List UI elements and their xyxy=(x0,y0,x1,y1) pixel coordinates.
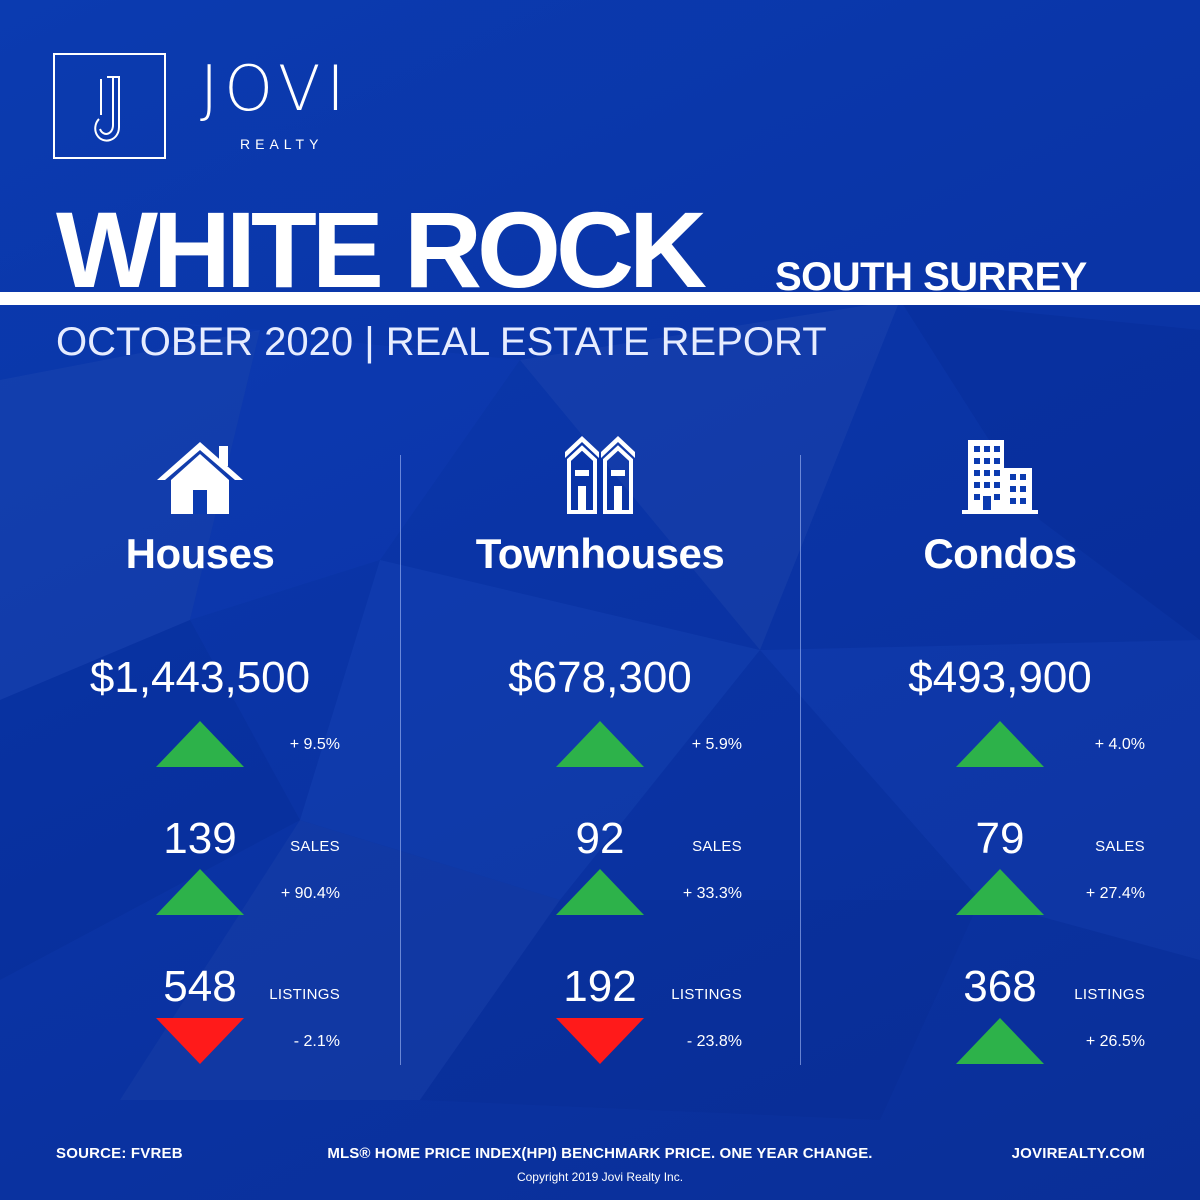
source-note: SOURCE: FVREB xyxy=(56,1145,183,1162)
listings-count: 192 xyxy=(563,962,637,1011)
condo-building-icon xyxy=(962,440,1038,514)
houses-column: Houses $1,443,500 + 9.5% 139 SALES + 90.… xyxy=(0,0,400,1200)
report-date-line: OCTOBER 2020 | REAL ESTATE REPORT xyxy=(56,320,827,364)
column-divider xyxy=(800,455,801,1065)
price-change: + 4.0% xyxy=(1094,736,1145,753)
sales-change: + 90.4% xyxy=(280,885,340,902)
benchmark-price: $493,900 xyxy=(908,653,1092,702)
listings-label: LISTINGS xyxy=(671,986,742,1003)
listings-change: - 2.1% xyxy=(293,1033,340,1050)
price-change: + 9.5% xyxy=(289,736,340,753)
benchmark-price: $1,443,500 xyxy=(89,653,311,702)
listings-trend-down-icon xyxy=(556,1018,644,1064)
sales-trend-up-icon xyxy=(956,869,1044,915)
category-label: Houses xyxy=(125,530,275,577)
website-link[interactable]: JOVIREALTY.COM xyxy=(1011,1145,1145,1162)
page-subtitle: SOUTH SURREY xyxy=(775,255,1087,299)
listings-trend-up-icon xyxy=(956,1018,1044,1064)
sales-count: 139 xyxy=(163,814,237,863)
townhouses-column: Townhouses $678,300 + 5.9% 92 SALES + 33… xyxy=(400,0,800,1200)
sales-change: + 33.3% xyxy=(682,885,742,902)
benchmark-price: $678,300 xyxy=(508,653,692,702)
price-trend-up-icon xyxy=(156,721,244,767)
price-change: + 5.9% xyxy=(691,736,742,753)
page-title: WHITE ROCK xyxy=(56,189,707,310)
brand-name: JOVI xyxy=(200,52,351,125)
sales-count: 79 xyxy=(975,814,1025,863)
house-icon xyxy=(157,442,243,514)
listings-label: LISTINGS xyxy=(269,986,340,1003)
sales-label: SALES xyxy=(1095,838,1145,855)
sales-trend-up-icon xyxy=(556,869,644,915)
methodology-note: MLS® HOME PRICE INDEX(HPI) BENCHMARK PRI… xyxy=(327,1145,873,1162)
price-trend-up-icon xyxy=(556,721,644,767)
price-trend-up-icon xyxy=(956,721,1044,767)
listings-label: LISTINGS xyxy=(1074,986,1145,1003)
condos-column: Condos $493,900 + 4.0% 79 SALES + 27.4% … xyxy=(800,0,1200,1200)
listings-count: 368 xyxy=(963,962,1037,1011)
title-underline-band xyxy=(0,292,1200,305)
category-label: Townhouses xyxy=(475,530,725,577)
brand-subtitle: REALTY xyxy=(240,136,324,152)
category-label: Condos xyxy=(923,530,1077,577)
sales-label: SALES xyxy=(290,838,340,855)
logo-box xyxy=(53,53,166,159)
listings-trend-down-icon xyxy=(156,1018,244,1064)
sales-change: + 27.4% xyxy=(1085,885,1145,902)
jovi-j-logo-icon xyxy=(94,76,120,142)
listings-change: + 26.5% xyxy=(1085,1033,1145,1050)
column-divider xyxy=(400,455,401,1065)
listings-count: 548 xyxy=(163,962,237,1011)
sales-label: SALES xyxy=(692,838,742,855)
sales-count: 92 xyxy=(575,814,625,863)
copyright-text: Copyright 2019 Jovi Realty Inc. xyxy=(516,1170,684,1184)
townhouse-icon xyxy=(565,436,635,514)
sales-trend-up-icon xyxy=(156,869,244,915)
listings-change: - 23.8% xyxy=(686,1033,742,1050)
